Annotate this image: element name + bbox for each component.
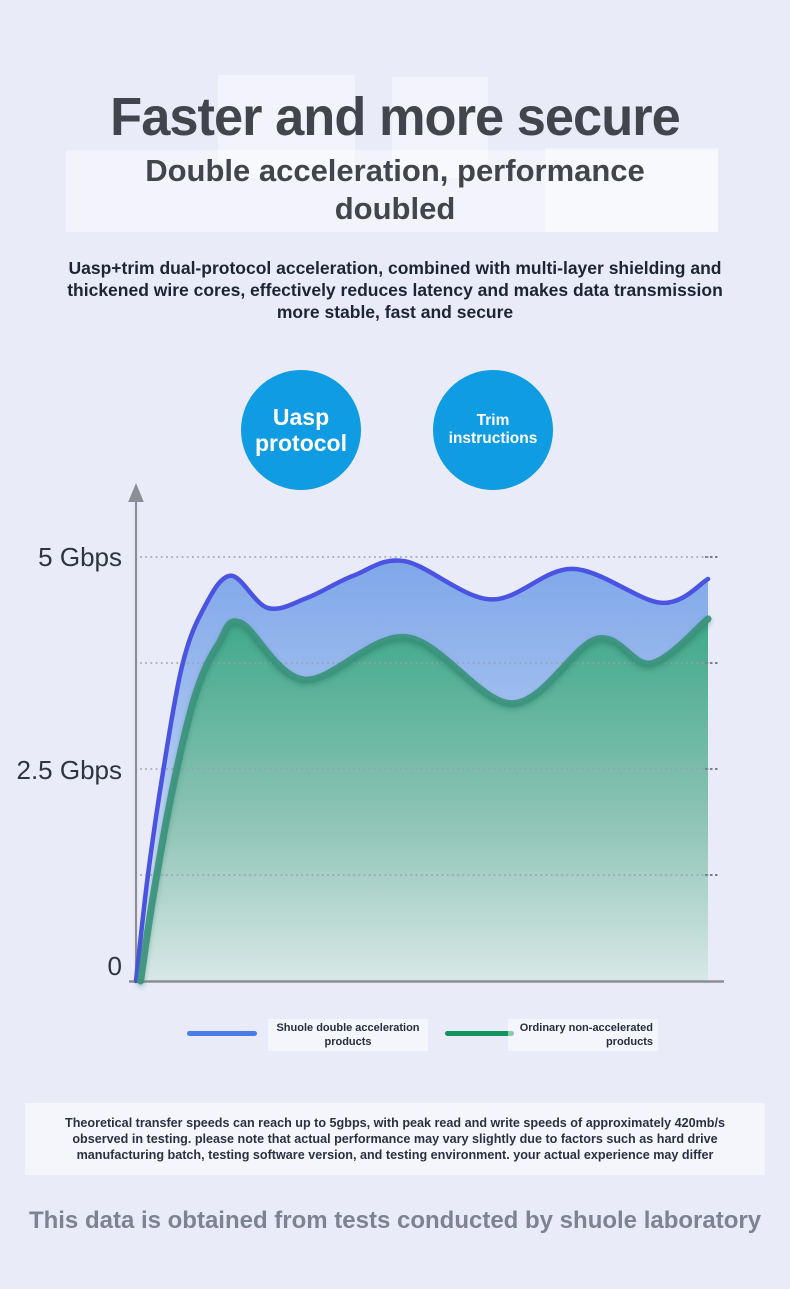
y-tick-2-5gbps: 2.5 Gbps <box>16 755 122 785</box>
series-line-ordinary <box>137 615 712 985</box>
chart-series-lines <box>133 558 712 985</box>
background-wash <box>218 75 355 178</box>
badge-trim-instructions: Trim instructions <box>433 370 553 490</box>
badge-trim-label: Trim instructions <box>448 412 538 447</box>
legend-swatch-accelerated <box>187 1031 257 1036</box>
series-line-accelerated <box>133 558 711 984</box>
background-wash <box>392 77 488 178</box>
legend-label-ordinary: Ordinary non-accelerated products <box>508 1019 658 1051</box>
y-axis-arrow-icon <box>128 483 144 502</box>
badge-uasp-label: Uasp protocol <box>255 404 347 456</box>
legend-label-accelerated: Shuole double acceleration products <box>268 1019 428 1051</box>
background-wash <box>545 148 718 232</box>
page-subtitle: Double acceleration, performance doubled <box>145 153 645 226</box>
page-title: Faster and more secure <box>110 87 681 147</box>
background-wash <box>66 150 718 232</box>
legend-swatch-ordinary <box>445 1031 514 1036</box>
series-area-ordinary <box>140 618 709 981</box>
badge-uasp-protocol: Uasp protocol <box>241 370 361 490</box>
y-tick-0: 0 <box>107 951 122 981</box>
y-tick-5gbps: 5 Gbps <box>38 542 122 572</box>
chart-gridlines <box>140 556 720 876</box>
speed-area-chart <box>128 483 724 985</box>
chart-areas <box>136 560 709 981</box>
disclaimer-text: Theoretical transfer speeds can reach up… <box>25 1103 765 1175</box>
chart-axes <box>128 483 724 983</box>
footer-text: This data is obtained from tests conduct… <box>28 1207 762 1234</box>
page-description: Uasp+trim dual-protocol acceleration, co… <box>67 258 723 322</box>
